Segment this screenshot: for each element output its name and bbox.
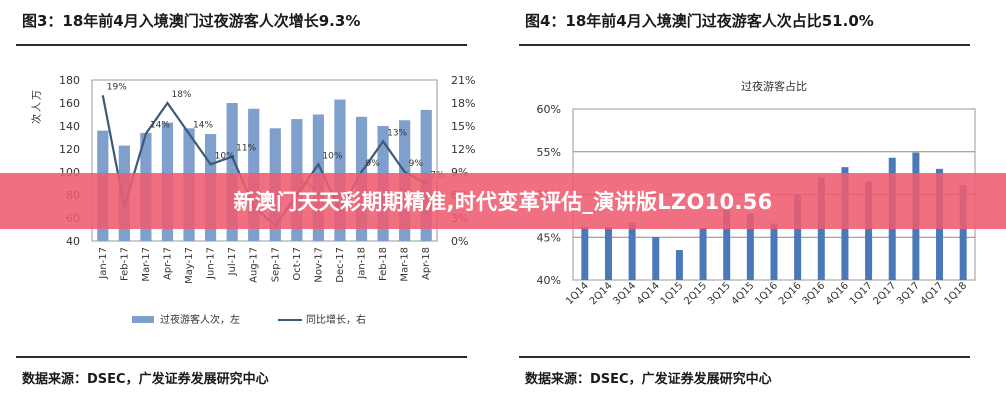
x-tick-label: 3Q15 (706, 280, 733, 307)
source-left: 数据来源：DSEC，广发证券发展研究中心 (22, 372, 269, 387)
legend-swatch-bar (132, 316, 154, 323)
x-tick-label: Apr-18 (421, 247, 432, 280)
y-tick-left: 140 (59, 120, 80, 133)
x-tick-label: 1Q17 (848, 280, 875, 307)
x-tick-label: Aug-17 (249, 247, 260, 283)
x-tick-label: Nov-17 (313, 247, 324, 283)
legend-label-bar: 过夜游客人次，左 (160, 313, 240, 326)
y-tick-left: 120 (59, 143, 80, 156)
y-tick-right: 12% (451, 143, 475, 156)
y-tick-right: 15% (451, 120, 475, 133)
x-tick-label: Sep-17 (270, 247, 281, 282)
data-label: 13% (387, 128, 407, 138)
x-tick-label: Jun-17 (206, 247, 217, 280)
y-tick-right: 18% (451, 97, 475, 110)
x-tick-label: 3Q17 (895, 280, 922, 307)
bar (746, 213, 754, 280)
legend-label-line: 同比增长，右 (306, 313, 366, 326)
plot-frame (91, 79, 438, 242)
y-axis-label: 人 (31, 102, 43, 112)
x-tick-label: Mar-17 (141, 247, 152, 282)
x-tick-label: Jan-18 (357, 247, 368, 280)
x-tick-label: 3Q16 (801, 280, 828, 307)
x-tick-label: 4Q15 (730, 280, 757, 307)
bar (699, 227, 707, 280)
x-tick-label: 4Q16 (824, 280, 851, 307)
bar (794, 194, 802, 280)
x-tick-label: Mar-18 (400, 247, 411, 282)
y-tick-left: 180 (59, 74, 80, 87)
x-tick-label: 2Q15 (682, 280, 709, 307)
x-tick-label: 4Q14 (635, 280, 662, 307)
y-tick: 60% (537, 103, 561, 116)
x-tick-label: Dec-17 (335, 247, 346, 283)
x-tick-label: Feb-18 (378, 247, 389, 281)
x-tick-label: Oct-17 (292, 247, 303, 281)
chart-subtitle: 过夜游客占比 (741, 79, 807, 93)
y-tick-right: 0% (451, 235, 468, 248)
x-tick-label: Jan-17 (98, 247, 109, 280)
y-axis-label: 次 (30, 114, 43, 124)
y-tick-left: 160 (59, 97, 80, 110)
bar (652, 237, 660, 280)
bar (604, 226, 612, 280)
bar (628, 222, 636, 280)
bar (334, 99, 346, 241)
x-tick-label: 1Q18 (942, 280, 969, 307)
data-label: 14% (193, 121, 213, 131)
y-tick: 55% (537, 146, 561, 159)
data-label: 19% (107, 82, 127, 92)
x-tick-label: Jul-17 (227, 247, 238, 276)
x-tick-label: 1Q14 (564, 280, 591, 307)
data-label: 18% (171, 90, 191, 100)
bar (770, 223, 778, 280)
x-tick-label: Apr-17 (162, 247, 173, 280)
y-axis-label: 万 (32, 90, 43, 100)
bar (865, 181, 873, 280)
title-rule-left (16, 44, 467, 46)
bar (226, 103, 238, 241)
chart-title-right: 图4：18年前4月入境澳门过夜游客人次占比51.0% (525, 12, 874, 30)
x-tick-label: 4Q17 (919, 280, 946, 307)
overlay-banner: 新澳门天天彩期期精准,时代变革评估_演讲版LZO10.56 (0, 173, 1006, 229)
x-tick-label: Feb-17 (119, 247, 130, 281)
title-rule-right (519, 44, 970, 46)
chart-title-left: 图3：18年前4月入境澳门过夜游客人次增长9.3% (22, 12, 361, 30)
x-tick-label: 1Q16 (753, 280, 780, 307)
y-tick: 45% (537, 231, 561, 244)
y-tick-right: 21% (451, 74, 475, 87)
y-tick: 40% (537, 274, 561, 287)
bar (581, 226, 589, 280)
data-label: 10% (322, 151, 342, 161)
bar (723, 207, 731, 280)
x-tick-label: 1Q15 (659, 280, 686, 307)
y-tick-left: 40 (66, 235, 80, 248)
data-label: 10% (215, 151, 235, 161)
data-label: 9% (409, 159, 424, 169)
x-tick-label: 3Q14 (611, 280, 638, 307)
footer-rule-left (16, 356, 467, 358)
x-tick-label: 2Q16 (777, 280, 804, 307)
x-tick-label: 2Q17 (872, 280, 899, 307)
banner-text: 新澳门天天彩期期精准,时代变革评估_演讲版LZO10.56 (233, 190, 773, 214)
x-tick-label: May-17 (184, 247, 195, 284)
footer-rule-right (519, 356, 970, 358)
data-label: 11% (236, 144, 256, 154)
bar (959, 185, 967, 280)
source-right: 数据来源：DSEC，广发证券发展研究中心 (525, 372, 772, 387)
data-label: 14% (150, 121, 170, 131)
x-tick-label: 2Q14 (588, 280, 615, 307)
data-label: 9% (366, 159, 381, 169)
bar (675, 250, 683, 280)
